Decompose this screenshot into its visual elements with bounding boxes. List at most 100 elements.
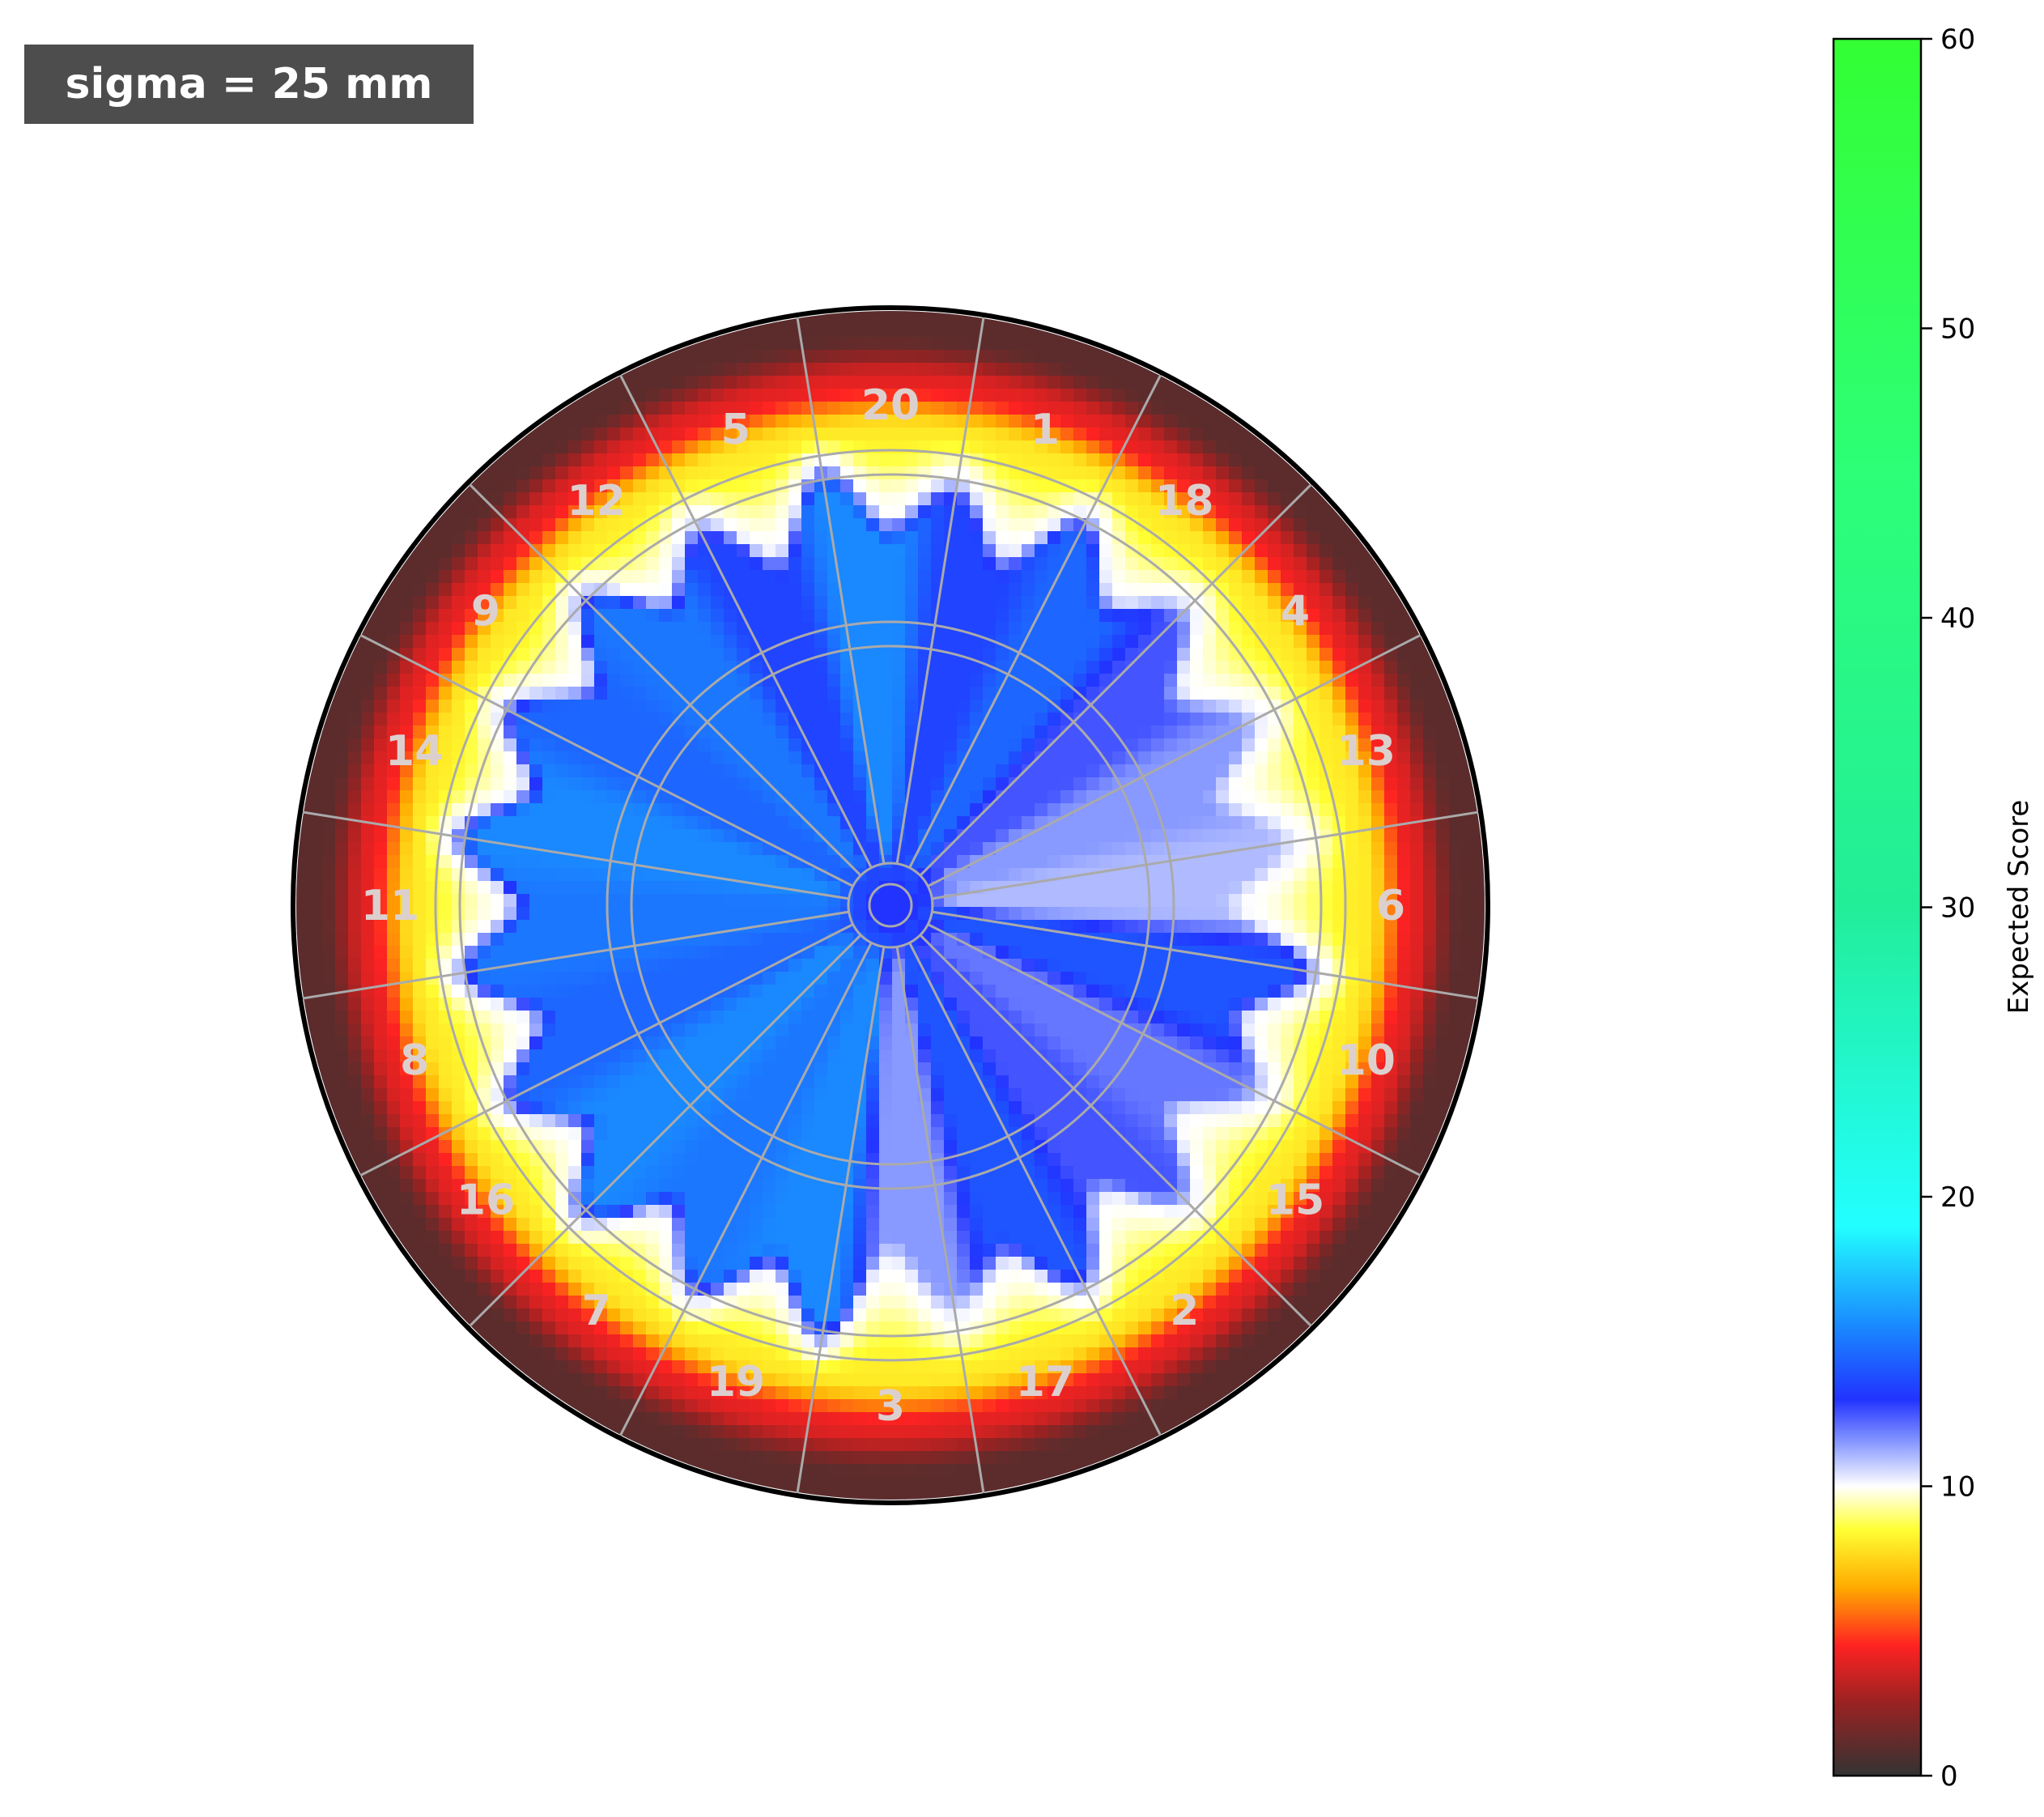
heatmap-cell <box>1177 1023 1191 1037</box>
heatmap-cell <box>542 492 556 506</box>
heatmap-cell <box>1073 894 1087 908</box>
heatmap-cell <box>1125 596 1139 610</box>
heatmap-cell <box>776 363 789 377</box>
heatmap-cell <box>970 674 984 687</box>
heatmap-cell <box>724 751 737 765</box>
heatmap-cell <box>1229 1023 1243 1037</box>
heatmap-cell <box>814 376 828 389</box>
heatmap-cell <box>387 609 401 623</box>
heatmap-cell <box>1060 518 1074 532</box>
heatmap-cell <box>1047 570 1061 584</box>
heatmap-cell <box>607 1049 621 1063</box>
heatmap-cell <box>892 376 906 389</box>
heatmap-cell <box>1112 829 1126 843</box>
heatmap-cell <box>1177 557 1191 571</box>
heatmap-cell <box>1281 764 1294 778</box>
heatmap-cell <box>931 933 945 947</box>
heatmap-cell <box>1112 402 1126 415</box>
heatmap-cell <box>335 1088 349 1102</box>
heatmap-cell <box>413 881 427 895</box>
heatmap-cell <box>1307 674 1320 687</box>
heatmap-cell <box>1281 946 1294 960</box>
heatmap-cell <box>1436 881 1450 895</box>
heatmap-cell <box>1035 505 1048 519</box>
heatmap-cell <box>1268 764 1281 778</box>
heatmap-cell <box>957 726 971 739</box>
heatmap-cell <box>1125 466 1139 480</box>
heatmap-cell <box>400 713 414 726</box>
heatmap-cell <box>594 764 608 778</box>
heatmap-cell <box>361 1088 375 1102</box>
heatmap-cell <box>931 505 945 519</box>
heatmap-cell <box>801 440 815 454</box>
heatmap-cell <box>750 726 763 739</box>
heatmap-cell <box>801 777 815 791</box>
heatmap-cell <box>1410 790 1424 804</box>
heatmap-cell <box>361 1036 375 1050</box>
heatmap-cell <box>555 738 569 752</box>
heatmap-cell <box>724 531 737 545</box>
heatmap-cell <box>840 1036 854 1050</box>
heatmap-cell <box>646 531 660 545</box>
heatmap-cell <box>361 1049 375 1063</box>
heatmap-cell <box>970 661 984 674</box>
heatmap-cell <box>1397 1088 1411 1102</box>
heatmap-cell <box>750 1049 763 1063</box>
heatmap-cell <box>672 1075 686 1089</box>
heatmap-cell <box>1190 959 1204 972</box>
heatmap-cell <box>814 363 828 377</box>
heatmap-cell <box>1177 479 1191 493</box>
heatmap-cell <box>918 674 932 687</box>
heatmap-cell <box>607 505 621 519</box>
heatmap-cell <box>465 881 478 895</box>
heatmap-cell <box>1190 803 1204 817</box>
heatmap-cell <box>646 583 660 597</box>
heatmap-cell <box>296 907 310 921</box>
heatmap-cell <box>1281 596 1294 610</box>
heatmap-cell <box>529 557 543 571</box>
heatmap-cell <box>1047 428 1061 441</box>
heatmap-cell <box>400 933 414 947</box>
heatmap-cell <box>1397 998 1411 1011</box>
heatmap-cell <box>1112 998 1126 1011</box>
heatmap-cell <box>1255 583 1268 597</box>
heatmap-cell <box>970 1036 984 1050</box>
heatmap-cell <box>1022 1101 1035 1115</box>
heatmap-cell <box>1073 1023 1087 1037</box>
heatmap-cell <box>698 376 712 389</box>
heatmap-cell <box>1358 1075 1372 1089</box>
heatmap-cell <box>983 596 997 610</box>
heatmap-cell <box>1138 972 1152 985</box>
heatmap-cell <box>1423 661 1437 674</box>
heatmap-cell <box>827 726 841 739</box>
heatmap-cell <box>711 803 725 817</box>
heatmap-cell <box>853 466 867 480</box>
heatmap-cell <box>1177 868 1191 882</box>
heatmap-cell <box>853 324 867 338</box>
heatmap-cell <box>646 713 660 726</box>
heatmap-cell <box>763 726 776 739</box>
heatmap-cell <box>1060 596 1074 610</box>
heatmap-cell <box>1307 687 1320 700</box>
heatmap-cell <box>1410 920 1424 934</box>
heatmap-cell <box>1073 389 1087 402</box>
heatmap-cell <box>1255 998 1268 1011</box>
heatmap-cell <box>750 544 763 558</box>
heatmap-cell <box>504 635 517 649</box>
heatmap-cell <box>659 881 673 895</box>
heatmap-cell <box>957 998 971 1011</box>
heatmap-cell <box>750 998 763 1011</box>
heatmap-cell <box>750 596 763 610</box>
heatmap-cell <box>1268 596 1281 610</box>
heatmap-cell <box>335 933 349 947</box>
heatmap-cell <box>776 1011 789 1024</box>
heatmap-cell <box>1035 1075 1048 1089</box>
heatmap-cell <box>1268 726 1281 739</box>
heatmap-cell <box>452 998 465 1011</box>
heatmap-cell <box>918 751 932 765</box>
heatmap-cell <box>607 1088 621 1102</box>
heatmap-cell <box>788 583 802 597</box>
heatmap-cell <box>568 868 582 882</box>
heatmap-cell <box>1047 583 1061 597</box>
heatmap-cell <box>1358 777 1372 791</box>
